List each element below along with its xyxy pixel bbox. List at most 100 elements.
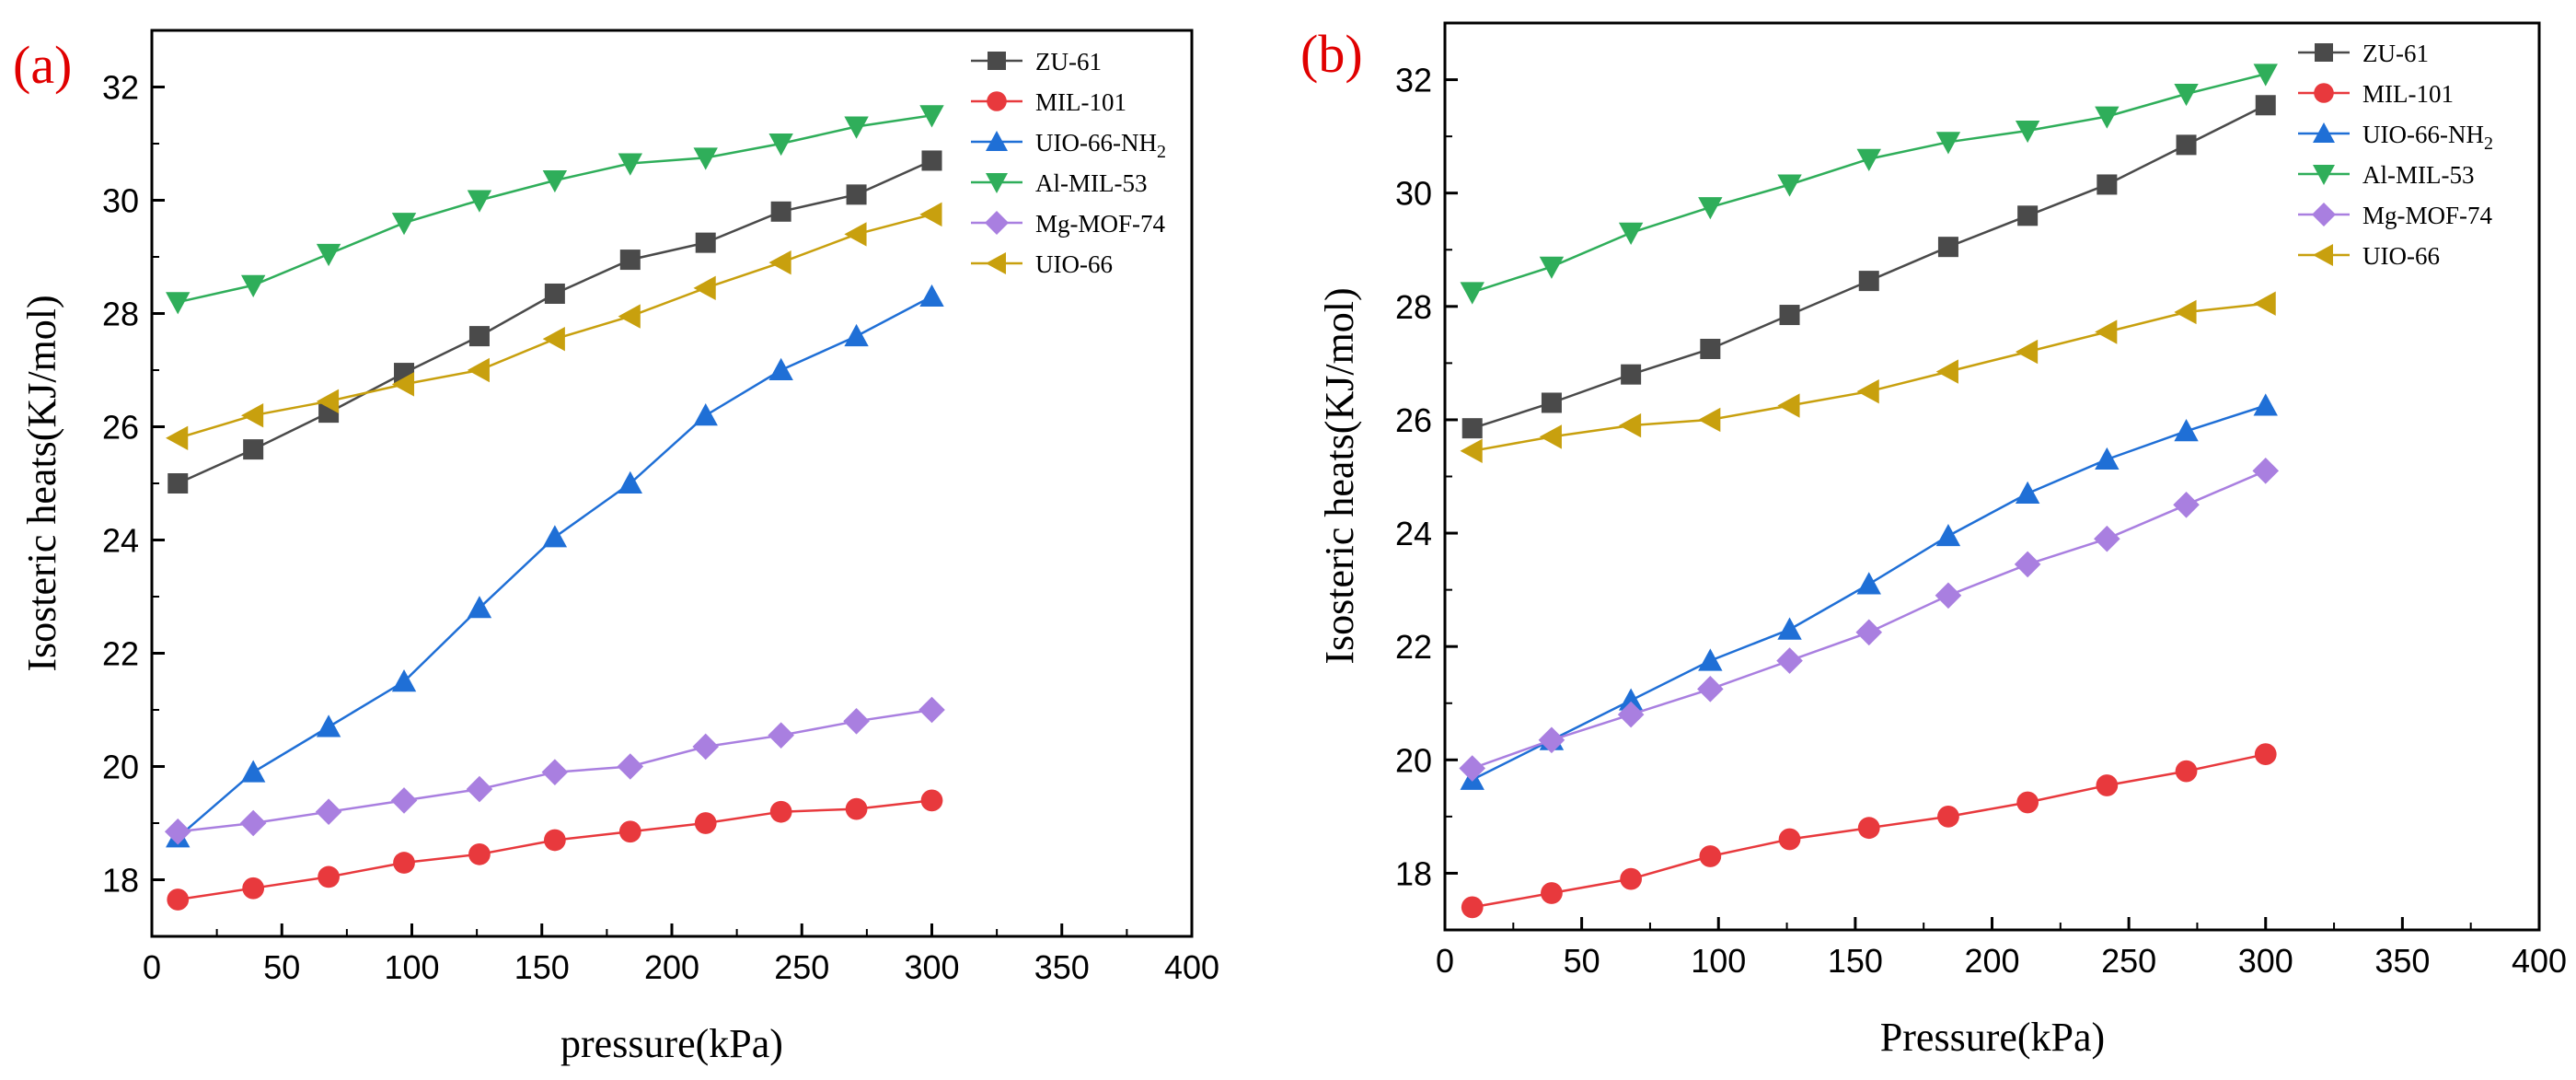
data-point	[1460, 438, 1483, 463]
series-mil-101-b	[1461, 743, 2277, 919]
data-point	[2095, 447, 2120, 470]
data-point	[619, 250, 641, 271]
data-point	[845, 797, 868, 820]
x-tick-label: 150	[1828, 942, 1883, 980]
x-tick-label: 0	[1436, 942, 1454, 980]
data-point	[2017, 205, 2039, 226]
data-point	[242, 877, 265, 900]
data-point	[2253, 64, 2278, 87]
data-point	[467, 596, 492, 619]
data-point	[2174, 83, 2199, 107]
data-point	[1937, 805, 1959, 828]
legend-label: Al-MIL-53	[1035, 169, 1147, 197]
data-point	[1935, 132, 1961, 155]
y-tick-label: 32	[102, 69, 139, 107]
data-point	[1699, 845, 1722, 867]
data-point	[393, 852, 415, 874]
data-point	[769, 800, 792, 823]
x-tick-label: 100	[1691, 942, 1746, 980]
data-point	[1856, 572, 1881, 595]
data-point	[1935, 359, 1958, 384]
data-point	[391, 213, 417, 236]
legend-marker	[986, 252, 1006, 274]
data-point	[543, 829, 566, 852]
data-point	[164, 818, 191, 845]
series-al-mil-53-a	[166, 105, 944, 315]
x-tick-label: 50	[1564, 942, 1600, 980]
data-point	[2095, 319, 2118, 344]
data-point	[541, 759, 569, 785]
legend-item: MIL-101	[971, 88, 1126, 116]
data-point	[1935, 523, 1961, 547]
data-point	[167, 888, 190, 911]
data-point	[391, 372, 415, 397]
data-point	[2255, 95, 2276, 116]
legend-marker	[2315, 43, 2333, 62]
data-point	[768, 722, 794, 749]
data-point	[315, 798, 342, 825]
data-point	[768, 357, 793, 380]
data-point	[920, 789, 943, 812]
data-point	[2173, 491, 2200, 518]
chart-a: (a) 0 50 100 150 200 250 300 350 400 18 20 22 24 26 28…	[13, 29, 1219, 1066]
data-point	[2095, 106, 2120, 129]
data-point	[2014, 551, 2041, 578]
data-point	[1856, 148, 1881, 171]
data-point	[1461, 418, 1483, 439]
legend-label: ZU-61	[1035, 48, 1102, 75]
series-al-mil-53-b	[1460, 64, 2278, 305]
y-tick-label: 20	[102, 749, 139, 786]
data-point	[1617, 701, 1645, 728]
x-axis-title-a: pressure(kPa)	[560, 1021, 783, 1066]
data-point	[2253, 393, 2278, 416]
legend-item: Al-MIL-53	[971, 169, 1147, 197]
legend-label: ZU-61	[2362, 40, 2429, 67]
data-point	[1935, 582, 1962, 610]
data-point	[1937, 237, 1958, 258]
data-point	[2176, 134, 2197, 156]
data-point	[2174, 299, 2197, 325]
data-point	[240, 403, 264, 428]
data-point	[1698, 407, 1721, 433]
data-point	[1777, 393, 1800, 418]
series-mg-mof-74-b	[1459, 458, 2280, 782]
x-tick-label: 150	[514, 948, 570, 986]
data-point	[542, 326, 565, 352]
data-point	[1618, 412, 1642, 438]
data-point	[1698, 648, 1723, 671]
data-point	[2097, 174, 2118, 195]
data-point	[770, 201, 791, 222]
x-tick-label: 0	[143, 948, 161, 986]
y-tick-label: 22	[1395, 628, 1432, 666]
series-uio-66-a	[166, 202, 942, 450]
y-tick-label: 30	[102, 182, 139, 220]
data-point	[1620, 867, 1643, 890]
legend-label: Mg-MOF-74	[2362, 202, 2493, 229]
data-point	[243, 439, 264, 460]
y-tick-label: 28	[102, 296, 139, 333]
y-axis-title-b: Isosteric heats(KJ/mol)	[1317, 287, 1362, 664]
data-point	[844, 116, 869, 139]
data-point	[390, 787, 418, 814]
x-tick-label: 200	[1964, 942, 2019, 980]
data-point	[1698, 197, 1723, 220]
x-axis-title-b: Pressure(kPa)	[1880, 1015, 2105, 1060]
series-mg-mof-74-a	[164, 696, 945, 845]
data-point	[919, 284, 944, 308]
data-point	[1855, 619, 1883, 646]
data-point	[2253, 291, 2276, 316]
y-tick-label: 30	[1395, 175, 1432, 213]
data-point	[1621, 364, 1642, 385]
series-uio-66-b	[1460, 291, 2276, 463]
data-point	[1618, 222, 1644, 245]
data-point	[2096, 774, 2119, 796]
data-point	[617, 753, 644, 780]
legend-marker	[985, 211, 1009, 235]
data-point	[692, 733, 720, 761]
y-tick-label: 24	[102, 522, 139, 560]
data-point	[2252, 458, 2280, 484]
data-point	[2015, 339, 2039, 365]
legend-label: Al-MIL-53	[2362, 161, 2474, 189]
legend-item: Mg-MOF-74	[971, 210, 1166, 238]
